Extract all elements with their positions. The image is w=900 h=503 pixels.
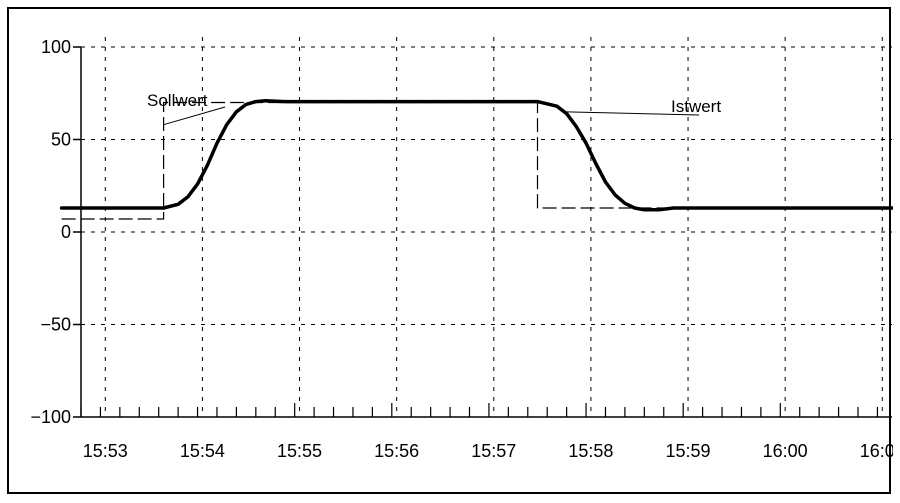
x-tick-label: 15:59 bbox=[666, 441, 711, 461]
annotation-sollwert-leader bbox=[163, 106, 226, 126]
series-layer bbox=[59, 98, 893, 220]
annotation-istwert-leader bbox=[561, 111, 700, 116]
x-tick-label: 15:56 bbox=[374, 441, 419, 461]
annotation-sollwert: Sollwert bbox=[147, 91, 208, 110]
x-tick-label: 15:57 bbox=[471, 441, 516, 461]
chart-frame: 100 50 0 −50 −100 15:53 15:54 15:55 15:56 15:57 15… bbox=[7, 7, 893, 494]
x-tick-label: 15:54 bbox=[180, 441, 225, 461]
x-tick-label: 15:58 bbox=[568, 441, 613, 461]
tick-labels: 100 50 0 −50 −100 15:53 15:54 15:55 15:56 15:57 15… bbox=[30, 37, 893, 461]
line-chart: 100 50 0 −50 −100 15:53 15:54 15:55 15:56 15:57 15… bbox=[30, 37, 893, 461]
x-tick-label: 15:53 bbox=[83, 441, 128, 461]
series-sollwert bbox=[61, 101, 892, 220]
x-tick-label: 15:55 bbox=[277, 441, 322, 461]
series-istwert bbox=[59, 98, 893, 212]
x-tick-label: 16:01 bbox=[860, 441, 893, 461]
y-tick-label: −50 bbox=[40, 315, 71, 335]
y-tick-label: 0 bbox=[61, 222, 71, 242]
y-tick-label: 100 bbox=[41, 37, 71, 57]
annotation-istwert: Istwert bbox=[671, 97, 721, 116]
x-tick-label: 16:00 bbox=[763, 441, 808, 461]
y-tick-label: 50 bbox=[51, 130, 71, 150]
y-tick-label: −100 bbox=[30, 407, 71, 427]
axes bbox=[73, 46, 892, 418]
annotations: Sollwert Istwert bbox=[147, 91, 721, 126]
